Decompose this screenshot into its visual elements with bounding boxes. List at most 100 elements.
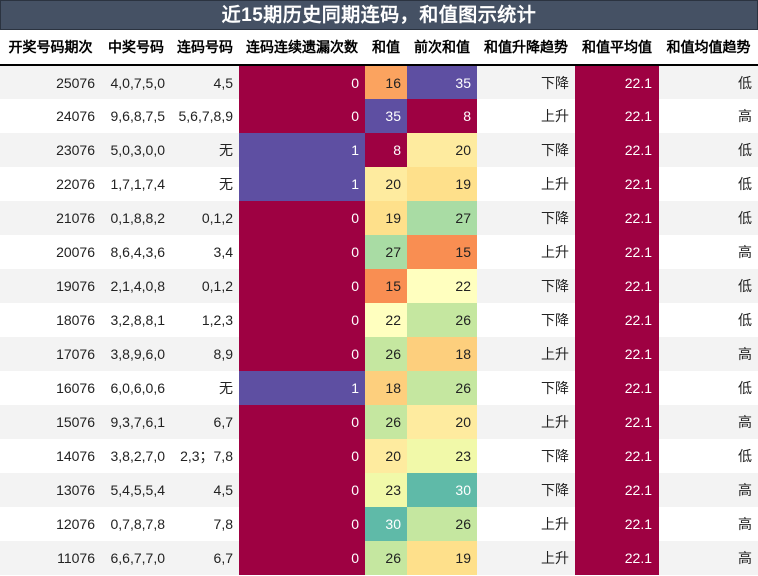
- cell-sum: 8: [365, 133, 407, 167]
- cell-prev-sum: 18: [407, 337, 477, 371]
- col-header-avg: 和值平均值: [575, 30, 659, 66]
- cell-consecutive: 6,7: [171, 541, 239, 575]
- cell-sum: 20: [365, 439, 407, 473]
- cell-numbers: 0,1,8,8,2: [101, 201, 171, 235]
- table-row: 15076 9,3,7,6,1 6,7 0 26 20 上升 22.1 高: [0, 405, 758, 439]
- cell-sum: 27: [365, 235, 407, 269]
- cell-sum: 15: [365, 269, 407, 303]
- cell-sum: 19: [365, 201, 407, 235]
- cell-sum: 23: [365, 473, 407, 507]
- cell-miss-count: 0: [239, 303, 365, 337]
- cell-consecutive: 0,1,2: [171, 201, 239, 235]
- cell-consecutive: 2,3；7,8: [171, 439, 239, 473]
- table-row: 18076 3,2,8,8,1 1,2,3 0 22 26 下降 22.1 低: [0, 303, 758, 337]
- cell-consecutive: 4,5: [171, 65, 239, 99]
- cell-period: 20076: [0, 235, 101, 269]
- col-header-sum-trend: 和值升降趋势: [477, 30, 575, 66]
- cell-numbers: 8,6,4,3,6: [101, 235, 171, 269]
- cell-consecutive: 5,6,7,8,9: [171, 99, 239, 133]
- cell-avg: 22.1: [575, 473, 659, 507]
- cell-miss-count: 1: [239, 371, 365, 405]
- cell-miss-count: 0: [239, 235, 365, 269]
- table-row: 11076 6,6,7,7,0 6,7 0 26 19 上升 22.1 高: [0, 541, 758, 575]
- cell-avg-trend: 高: [659, 99, 758, 133]
- cell-avg-trend: 低: [659, 303, 758, 337]
- cell-avg-trend: 低: [659, 133, 758, 167]
- cell-sum-trend: 上升: [477, 167, 575, 201]
- col-header-avg-trend: 和值均值趋势: [659, 30, 758, 66]
- cell-period: 22076: [0, 167, 101, 201]
- cell-sum-trend: 下降: [477, 371, 575, 405]
- cell-numbers: 5,0,3,0,0: [101, 133, 171, 167]
- cell-sum: 26: [365, 337, 407, 371]
- cell-miss-count: 1: [239, 167, 365, 201]
- col-header-numbers: 中奖号码: [101, 30, 171, 66]
- cell-numbers: 0,7,8,7,8: [101, 507, 171, 541]
- cell-prev-sum: 30: [407, 473, 477, 507]
- cell-numbers: 9,6,8,7,5: [101, 99, 171, 133]
- cell-sum-trend: 下降: [477, 201, 575, 235]
- cell-avg-trend: 高: [659, 405, 758, 439]
- cell-avg-trend: 低: [659, 269, 758, 303]
- cell-avg-trend: 高: [659, 235, 758, 269]
- cell-numbers: 6,6,7,7,0: [101, 541, 171, 575]
- cell-prev-sum: 22: [407, 269, 477, 303]
- cell-period: 21076: [0, 201, 101, 235]
- col-header-prev-sum: 前次和值: [407, 30, 477, 66]
- cell-miss-count: 0: [239, 473, 365, 507]
- cell-consecutive: 0,1,2: [171, 269, 239, 303]
- table-row: 20076 8,6,4,3,6 3,4 0 27 15 上升 22.1 高: [0, 235, 758, 269]
- table-row: 17076 3,8,9,6,0 8,9 0 26 18 上升 22.1 高: [0, 337, 758, 371]
- cell-avg-trend: 低: [659, 439, 758, 473]
- cell-avg: 22.1: [575, 235, 659, 269]
- cell-prev-sum: 35: [407, 65, 477, 99]
- cell-sum: 35: [365, 99, 407, 133]
- cell-avg: 22.1: [575, 133, 659, 167]
- cell-avg-trend: 低: [659, 65, 758, 99]
- cell-miss-count: 0: [239, 541, 365, 575]
- cell-avg: 22.1: [575, 269, 659, 303]
- cell-sum: 20: [365, 167, 407, 201]
- cell-prev-sum: 20: [407, 405, 477, 439]
- cell-sum: 30: [365, 507, 407, 541]
- stats-table: 开奖号码期次 中奖号码 连码号码 连码连续遗漏次数 和值 前次和值 和值升降趋势…: [0, 30, 758, 575]
- cell-avg-trend: 低: [659, 167, 758, 201]
- cell-sum-trend: 上升: [477, 235, 575, 269]
- cell-consecutive: 无: [171, 133, 239, 167]
- cell-avg-trend: 高: [659, 337, 758, 371]
- cell-consecutive: 1,2,3: [171, 303, 239, 337]
- cell-numbers: 1,7,1,7,4: [101, 167, 171, 201]
- cell-prev-sum: 26: [407, 507, 477, 541]
- cell-sum-trend: 下降: [477, 269, 575, 303]
- cell-prev-sum: 26: [407, 303, 477, 337]
- cell-prev-sum: 19: [407, 167, 477, 201]
- col-header-period: 开奖号码期次: [0, 30, 101, 66]
- cell-sum-trend: 上升: [477, 507, 575, 541]
- cell-sum-trend: 上升: [477, 99, 575, 133]
- cell-sum-trend: 上升: [477, 405, 575, 439]
- table-row: 19076 2,1,4,0,8 0,1,2 0 15 22 下降 22.1 低: [0, 269, 758, 303]
- cell-period: 17076: [0, 337, 101, 371]
- cell-avg: 22.1: [575, 201, 659, 235]
- cell-avg: 22.1: [575, 99, 659, 133]
- table-row: 25076 4,0,7,5,0 4,5 0 16 35 下降 22.1 低: [0, 65, 758, 99]
- cell-period: 12076: [0, 507, 101, 541]
- cell-numbers: 4,0,7,5,0: [101, 65, 171, 99]
- page-title: 近15期历史同期连码，和值图示统计: [0, 0, 758, 30]
- cell-sum-trend: 上升: [477, 541, 575, 575]
- cell-sum: 26: [365, 405, 407, 439]
- cell-sum-trend: 下降: [477, 303, 575, 337]
- cell-period: 15076: [0, 405, 101, 439]
- cell-avg-trend: 高: [659, 473, 758, 507]
- table-row: 22076 1,7,1,7,4 无 1 20 19 上升 22.1 低: [0, 167, 758, 201]
- cell-miss-count: 0: [239, 507, 365, 541]
- cell-period: 11076: [0, 541, 101, 575]
- cell-prev-sum: 26: [407, 371, 477, 405]
- cell-numbers: 9,3,7,6,1: [101, 405, 171, 439]
- table-row: 21076 0,1,8,8,2 0,1,2 0 19 27 下降 22.1 低: [0, 201, 758, 235]
- cell-avg: 22.1: [575, 439, 659, 473]
- cell-avg: 22.1: [575, 541, 659, 575]
- cell-avg-trend: 高: [659, 507, 758, 541]
- cell-period: 16076: [0, 371, 101, 405]
- col-header-sum: 和值: [365, 30, 407, 66]
